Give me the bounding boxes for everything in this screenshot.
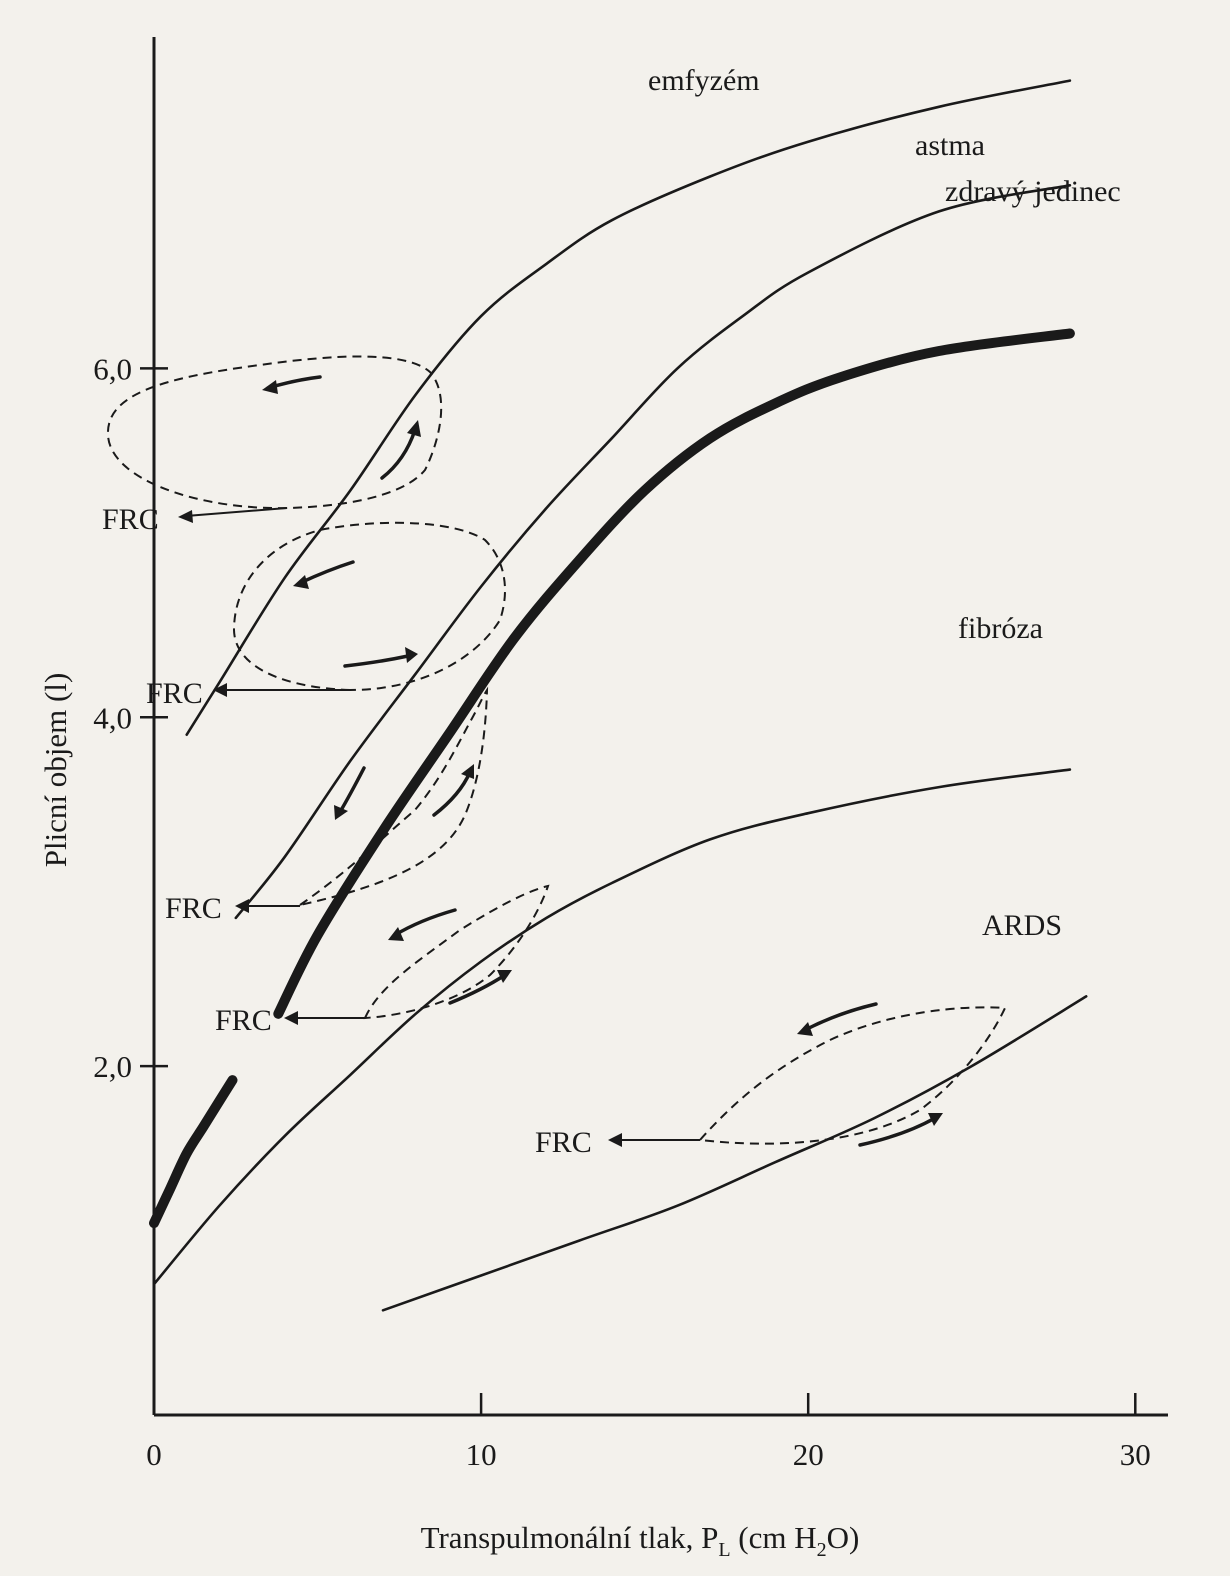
axes (152, 37, 1168, 1417)
arrow-icon (432, 764, 474, 817)
series-line-2 (273, 328, 1075, 1019)
series-line-3 (149, 1075, 238, 1229)
x-tick-label: 10 (466, 1437, 497, 1472)
series-labels: emfyzém astma zdravý jedinec fibróza ARD… (648, 64, 1121, 942)
frc-arrow: FRC (146, 677, 350, 710)
series-label-zdravy: zdravý jedinec (945, 175, 1121, 208)
y-tick-label: 6,0 (93, 351, 132, 386)
frc-label: FRC (146, 677, 203, 710)
arrow-icon (388, 908, 457, 941)
frc-arrow: FRC (535, 1126, 700, 1159)
arrow-icon (334, 766, 366, 820)
x-axis-label: Transpulmonální tlak, PL (cm H2O) (421, 1520, 860, 1561)
series-line-0 (185, 79, 1072, 736)
series-lines (149, 79, 1088, 1312)
arrow-icon (858, 1113, 943, 1147)
arrow-icon (343, 647, 418, 668)
series-label-ards: ARDS (982, 909, 1062, 942)
arrow-icon (262, 375, 322, 394)
arrow-icon (448, 970, 512, 1005)
y-ticks: 2,0 4,0 6,0 (93, 351, 168, 1084)
x-tick-label: 30 (1120, 1437, 1151, 1472)
emfyzem-loop (106, 355, 443, 510)
frc-arrow: FRC (102, 503, 288, 536)
breathing-loops (106, 355, 1007, 1145)
frc-label: FRC (535, 1126, 592, 1159)
fibroza-loop (363, 884, 550, 1020)
x-ticks: 0 10 20 30 (146, 1393, 1151, 1472)
frc-label: FRC (165, 892, 222, 925)
frc-arrow: FRC (215, 1004, 365, 1037)
astma-loop (232, 521, 506, 692)
series-label-fibroza: fibróza (958, 612, 1043, 645)
frc-arrow: FRC (165, 892, 300, 925)
ards-loop (697, 1006, 1007, 1145)
series-label-emfyzem: emfyzém (648, 64, 760, 97)
arrow-icon (293, 560, 355, 589)
frc-label: FRC (215, 1004, 272, 1037)
zdravy-loop (299, 686, 489, 906)
series-line-1 (234, 184, 1072, 920)
y-tick-label: 2,0 (93, 1049, 132, 1084)
x-tick-label: 0 (146, 1437, 162, 1472)
x-tick-label: 20 (793, 1437, 824, 1472)
arrow-icon (380, 420, 421, 480)
y-tick-label: 4,0 (93, 700, 132, 735)
y-axis-label: Plicní objem (l) (38, 673, 73, 868)
frc-markers: FRC FRC FRC FRC FRC (102, 503, 700, 1159)
frc-label: FRC (102, 503, 159, 536)
flow-arrows (262, 375, 943, 1147)
series-line-4 (152, 768, 1072, 1286)
arrow-icon (797, 1002, 878, 1036)
series-line-5 (381, 995, 1088, 1312)
series-label-astma: astma (915, 129, 985, 162)
